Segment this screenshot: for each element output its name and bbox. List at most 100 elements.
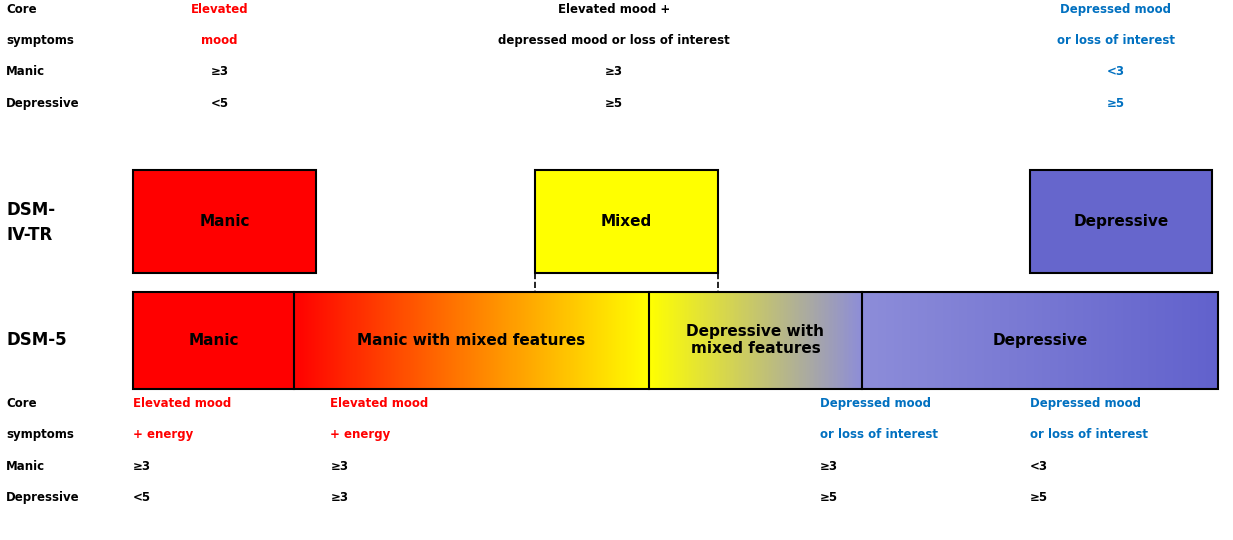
Bar — [716, 292, 718, 389]
Bar — [1145, 292, 1147, 389]
Bar — [274, 292, 276, 389]
Bar — [788, 292, 789, 389]
Bar — [677, 292, 678, 389]
Bar — [830, 292, 831, 389]
Bar — [377, 292, 379, 389]
Bar — [1030, 170, 1212, 273]
Bar — [461, 292, 462, 389]
Bar — [757, 292, 758, 389]
Bar — [758, 292, 760, 389]
Bar — [258, 292, 259, 389]
Bar — [192, 292, 195, 389]
Bar — [936, 292, 937, 389]
Bar — [787, 292, 788, 389]
Bar — [988, 292, 989, 389]
Bar — [793, 292, 794, 389]
Bar — [1120, 292, 1121, 389]
Bar — [715, 292, 716, 389]
Bar — [847, 292, 848, 389]
Bar — [1079, 292, 1080, 389]
Bar — [301, 292, 303, 389]
Bar — [1042, 292, 1043, 389]
Bar — [915, 292, 916, 389]
Bar — [1166, 292, 1168, 389]
Bar — [1010, 292, 1011, 389]
Bar — [870, 292, 873, 389]
Bar — [1149, 292, 1150, 389]
Bar — [683, 292, 684, 389]
Bar — [576, 292, 577, 389]
Bar — [1136, 292, 1137, 389]
Bar — [919, 292, 920, 389]
Bar — [962, 292, 963, 389]
Bar — [1063, 292, 1064, 389]
Bar — [1055, 292, 1057, 389]
Bar — [1180, 292, 1181, 389]
Bar — [1071, 292, 1073, 389]
Text: Elevated: Elevated — [191, 3, 248, 16]
Bar — [838, 292, 840, 389]
Bar — [460, 292, 461, 389]
Bar — [499, 292, 501, 389]
Bar — [326, 292, 327, 389]
Bar — [422, 292, 423, 389]
Bar — [483, 292, 485, 389]
Bar — [525, 292, 526, 389]
Bar — [571, 292, 572, 389]
Bar — [470, 292, 471, 389]
Text: ≥3: ≥3 — [211, 65, 228, 78]
Bar — [681, 292, 683, 389]
Bar — [1164, 292, 1165, 389]
Bar — [1175, 292, 1176, 389]
Bar — [1147, 292, 1148, 389]
Bar — [337, 292, 338, 389]
Bar — [911, 292, 914, 389]
Bar — [312, 292, 313, 389]
Bar — [776, 292, 778, 389]
Bar — [133, 292, 134, 389]
Bar — [1171, 292, 1173, 389]
Bar — [238, 292, 239, 389]
Bar — [949, 292, 951, 389]
Bar — [487, 292, 488, 389]
Bar — [740, 292, 741, 389]
Bar — [684, 292, 686, 389]
Bar — [633, 292, 634, 389]
Bar — [652, 292, 653, 389]
Bar — [629, 292, 630, 389]
Bar — [1148, 292, 1149, 389]
Bar — [1036, 292, 1037, 389]
Bar — [372, 292, 374, 389]
Bar — [416, 292, 417, 389]
Bar — [1217, 292, 1218, 389]
Bar — [360, 292, 361, 389]
Bar — [242, 292, 243, 389]
Bar — [1047, 292, 1048, 389]
Bar — [1105, 292, 1106, 389]
Bar — [374, 292, 375, 389]
Bar — [820, 292, 821, 389]
Bar — [1112, 292, 1113, 389]
Bar — [445, 292, 446, 389]
Bar — [311, 292, 312, 389]
Bar — [825, 292, 826, 389]
Bar — [321, 292, 322, 389]
Bar — [1134, 292, 1136, 389]
Bar — [594, 292, 596, 389]
Bar — [967, 292, 969, 389]
Bar — [250, 292, 252, 389]
Bar — [434, 292, 435, 389]
Bar — [568, 292, 570, 389]
Bar — [408, 292, 409, 389]
Bar — [1182, 292, 1184, 389]
Bar — [857, 292, 859, 389]
Bar — [295, 292, 296, 389]
Bar — [854, 292, 856, 389]
Text: ≥3: ≥3 — [330, 460, 349, 472]
Bar — [170, 292, 171, 389]
Bar — [903, 292, 904, 389]
Bar — [589, 292, 591, 389]
Bar — [266, 292, 268, 389]
Bar — [518, 292, 520, 389]
Bar — [1178, 292, 1179, 389]
